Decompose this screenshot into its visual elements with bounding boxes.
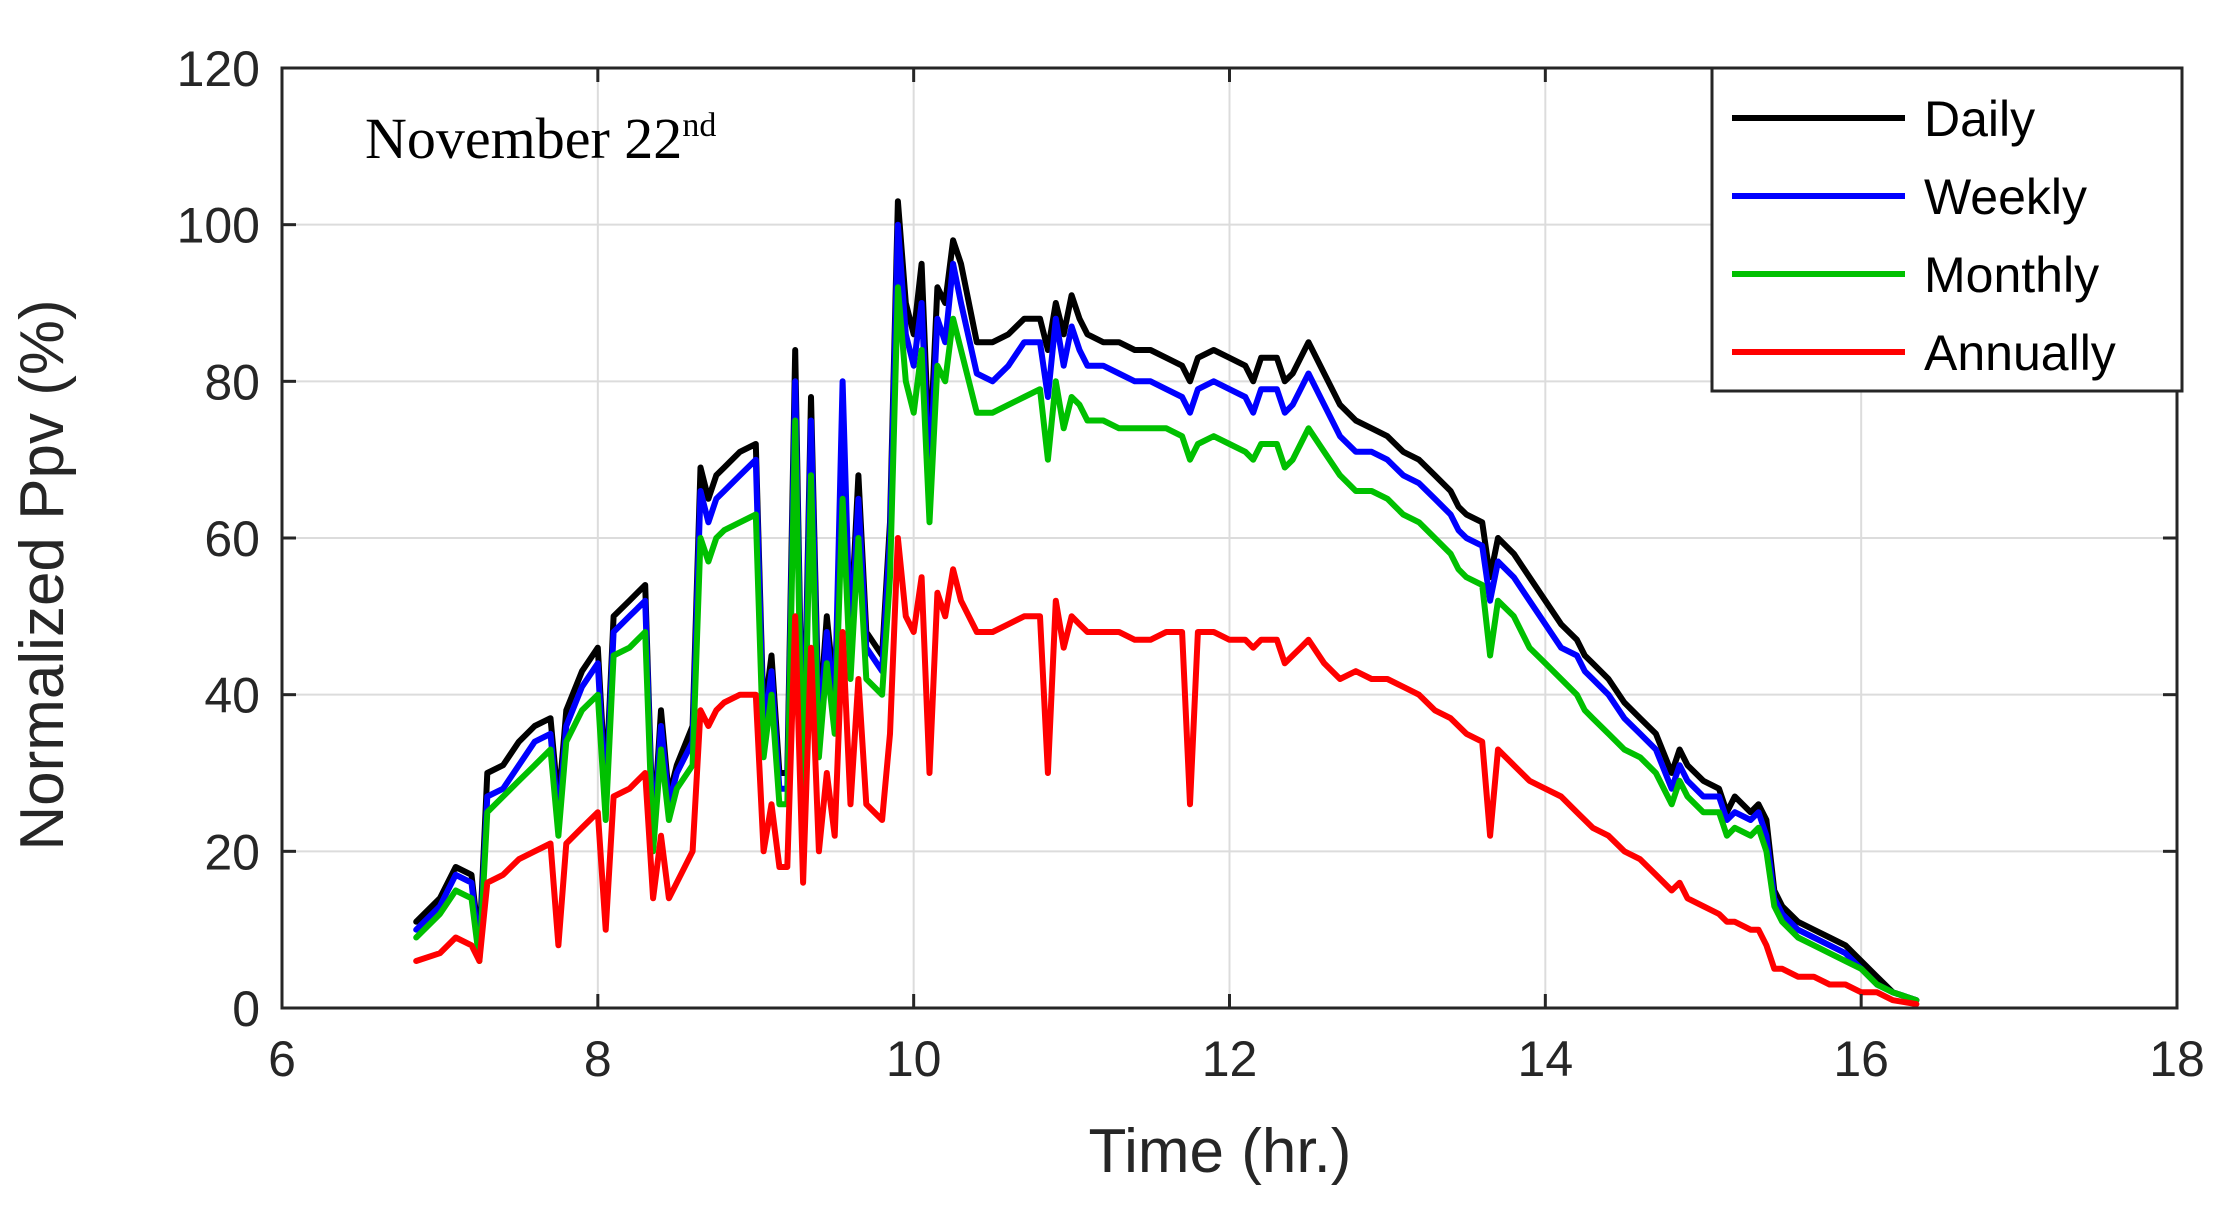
date-annotation-superscript: nd (682, 107, 716, 144)
date-annotation: November 22nd (365, 106, 716, 171)
y-axis-title: Normalized Ppv (%) (8, 299, 77, 850)
legend-label-monthly: Monthly (1924, 247, 2099, 303)
x-tick-label: 10 (886, 1031, 942, 1087)
x-tick-label: 18 (2149, 1031, 2205, 1087)
y-tick-label: 0 (232, 981, 260, 1037)
y-tick-label: 20 (204, 824, 260, 880)
axis-ticks (280, 66, 2179, 1010)
tick-labels: 6 8 10 12 14 16 18 0 20 40 60 80 100 120 (177, 41, 2205, 1087)
date-annotation-main: November 22 (365, 106, 682, 171)
series-line-annually (413, 535, 1920, 1008)
legend-label-daily: Daily (1924, 91, 2035, 147)
series-lines (413, 198, 1920, 1008)
x-tick-label: 12 (1202, 1031, 1258, 1087)
series-line-daily (413, 198, 1920, 1004)
x-tick-label: 6 (268, 1031, 296, 1087)
y-tick-label: 80 (204, 354, 260, 410)
series-line-weekly (413, 221, 1920, 1004)
y-tick-label: 40 (204, 668, 260, 724)
series-line-monthly (413, 284, 1920, 1004)
legend-label-annually: Annually (1924, 325, 2116, 381)
x-axis-title: Time (hr.) (1089, 1117, 1352, 1186)
y-tick-label: 60 (204, 511, 260, 567)
x-tick-label: 8 (584, 1031, 612, 1087)
y-tick-label: 100 (177, 198, 260, 254)
y-tick-label: 120 (177, 41, 260, 97)
legend-box (1710, 66, 2184, 393)
legend-label-weekly: Weekly (1924, 169, 2087, 225)
x-tick-label: 14 (1518, 1031, 1574, 1087)
legend: Daily Weekly Monthly Annually (1710, 66, 2184, 393)
x-tick-label: 16 (1833, 1031, 1889, 1087)
